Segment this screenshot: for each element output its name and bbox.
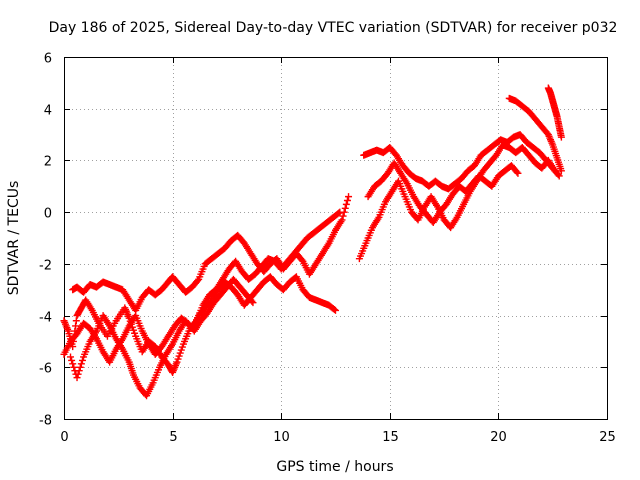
x-axis-tick-labels: 0 5 10 15 20 25 [60, 430, 615, 445]
data-point [341, 204, 349, 212]
data-point [76, 363, 84, 371]
data-point [78, 356, 86, 364]
y-tick-label: 0 [44, 207, 52, 222]
y-axis-tick-labels: -8 -6 -4 -2 0 2 4 6 [39, 52, 52, 429]
data-point [338, 216, 346, 224]
data-point [557, 167, 565, 175]
data-point [330, 306, 338, 314]
data-point [75, 367, 83, 375]
data-point [72, 322, 80, 330]
data-point [73, 374, 81, 382]
data-point [551, 167, 559, 175]
data-point [555, 172, 563, 180]
data-point [77, 360, 85, 368]
y-tick-label: 6 [44, 52, 52, 67]
data-point [70, 363, 78, 371]
data-point [194, 277, 202, 285]
data-point [554, 171, 562, 179]
x-tick-label: 20 [490, 430, 507, 445]
data-point [339, 212, 347, 220]
y-tick-label: 2 [44, 155, 52, 170]
y-tick-label: -4 [39, 311, 52, 326]
series-track-8 [505, 94, 565, 175]
x-tick-label: 0 [60, 430, 68, 445]
grid [64, 57, 607, 419]
data-point [67, 353, 75, 361]
chart-title: Day 186 of 2025, Sidereal Day-to-day VTE… [49, 20, 618, 36]
y-tick-label: -8 [39, 414, 52, 429]
axis-ticks [64, 57, 608, 420]
plot-frame [64, 57, 608, 420]
data-point [342, 200, 350, 208]
data-series [60, 84, 565, 400]
data-point [335, 209, 343, 217]
y-axis-label: SDTVAR / TECUs [6, 181, 22, 296]
data-point [249, 299, 257, 307]
data-point [557, 133, 565, 141]
series-track-7 [364, 159, 522, 226]
series-track-4 [60, 275, 257, 366]
data-point [513, 168, 521, 176]
data-point [69, 360, 77, 368]
data-point [248, 297, 256, 305]
series-track-6 [355, 141, 559, 263]
y-tick-label: 4 [44, 104, 52, 119]
data-point [343, 197, 351, 205]
data-point [68, 356, 76, 364]
series-track-2 [69, 193, 353, 314]
x-axis-label: GPS time / hours [276, 459, 393, 475]
data-point [72, 317, 80, 325]
x-tick-label: 5 [169, 430, 177, 445]
y-tick-label: -6 [39, 362, 52, 377]
x-tick-label: 25 [599, 430, 616, 445]
data-point [340, 208, 348, 216]
data-point [332, 306, 339, 314]
x-tick-label: 15 [382, 430, 399, 445]
y-tick-label: -2 [39, 259, 52, 274]
series-track-9 [544, 84, 565, 141]
data-point [345, 193, 353, 201]
data-point [514, 169, 522, 177]
data-point [74, 370, 82, 378]
x-tick-label: 10 [273, 430, 290, 445]
